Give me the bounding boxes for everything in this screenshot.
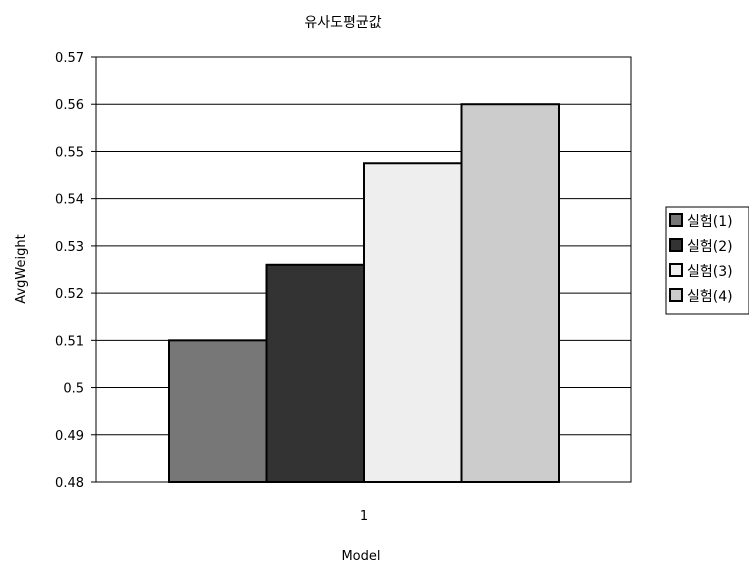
legend: 실험(1) 실험(2) 실험(3) 실험(4) bbox=[665, 206, 749, 315]
legend-label: 실험(3) bbox=[687, 264, 733, 280]
y-axis-label: AvgWeight bbox=[14, 234, 29, 303]
x-category-label: 1 bbox=[360, 509, 368, 524]
y-tick-label: 0.52 bbox=[55, 287, 84, 302]
y-tick-label: 0.53 bbox=[55, 240, 84, 255]
x-axis-label: Model bbox=[341, 549, 380, 564]
plot-area-frame bbox=[95, 56, 632, 483]
legend-swatch bbox=[669, 213, 683, 227]
bar-series-4 bbox=[460, 103, 560, 483]
legend-swatch bbox=[669, 263, 683, 277]
legend-swatch bbox=[669, 288, 683, 302]
y-tick-label: 0.57 bbox=[55, 51, 84, 66]
y-tick-label: 0.56 bbox=[55, 98, 84, 113]
y-tick-labels: 0.48 0.49 0.5 0.51 0.52 0.53 0.54 0.55 0.56 0.57 bbox=[55, 51, 84, 491]
y-tick-label: 0.55 bbox=[55, 145, 84, 160]
y-tick-label: 0.54 bbox=[55, 193, 84, 208]
legend-label: 실험(1) bbox=[687, 214, 733, 230]
y-tick-label: 0.51 bbox=[55, 334, 84, 349]
legend-items: 실험(1) 실험(2) 실험(3) 실험(4) bbox=[669, 213, 733, 305]
bar-series-3 bbox=[363, 162, 463, 483]
bars bbox=[168, 103, 560, 484]
y-tick-label: 0.49 bbox=[55, 429, 84, 444]
legend-label: 실험(2) bbox=[687, 239, 733, 255]
y-tick-label: 0.48 bbox=[55, 476, 84, 491]
bar-series-1 bbox=[168, 339, 268, 484]
y-tick-label: 0.5 bbox=[63, 382, 84, 397]
bar-series-2 bbox=[265, 263, 365, 483]
legend-swatch bbox=[669, 238, 683, 252]
chart-title: 유사도평균값 bbox=[304, 15, 381, 31]
legend-label: 실험(4) bbox=[687, 289, 733, 305]
